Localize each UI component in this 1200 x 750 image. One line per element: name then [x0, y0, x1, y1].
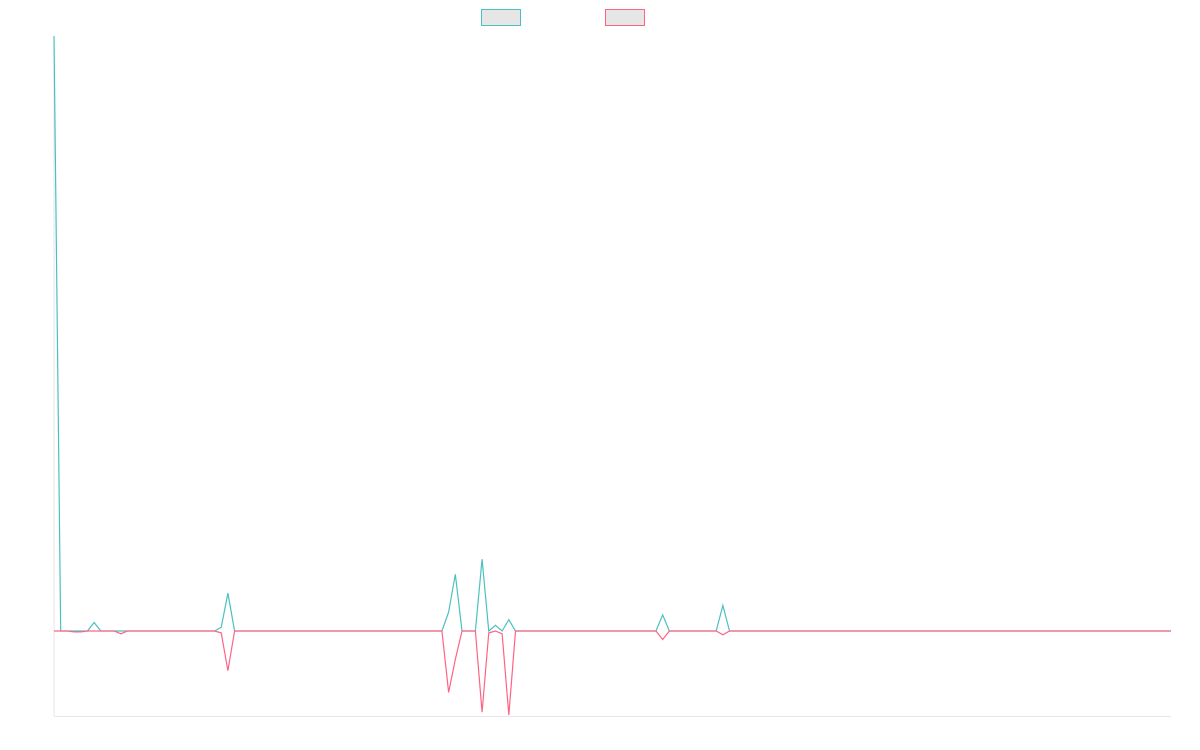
- series-lines: [53, 35, 1171, 716]
- axes: [53, 36, 1171, 717]
- legend[interactable]: [481, 9, 645, 26]
- series-line-1: [53, 35, 1171, 633]
- series-line-2: [54, 630, 1171, 716]
- legend-swatch-1[interactable]: [481, 9, 521, 26]
- legend-swatch-2[interactable]: [605, 9, 645, 26]
